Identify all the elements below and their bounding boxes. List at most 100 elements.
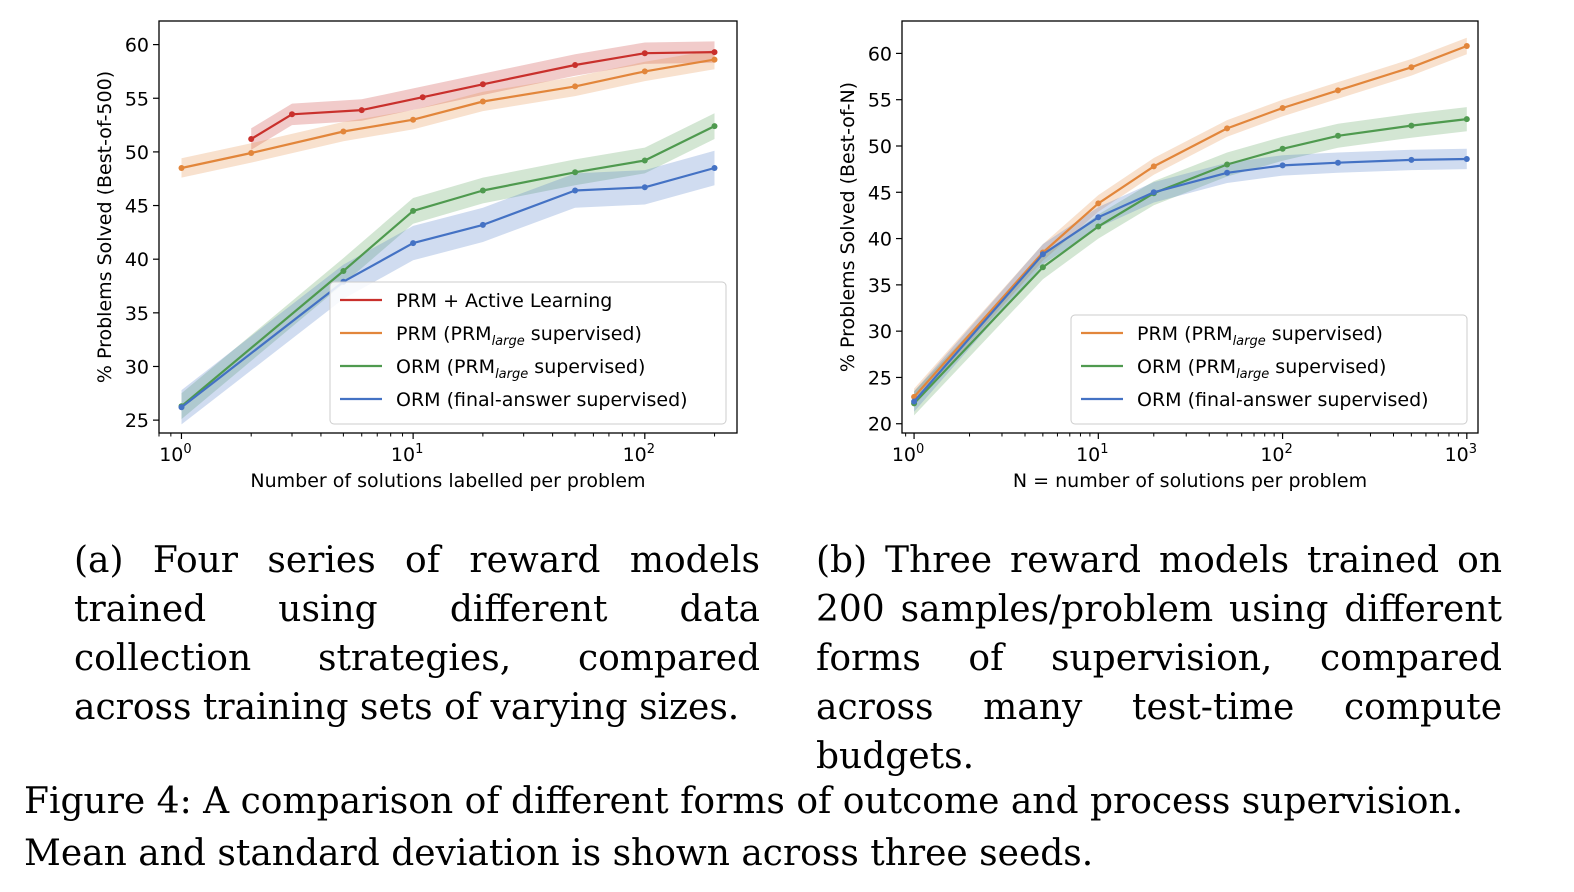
chart-a: 25 30 35 40 45 50 55 60 100 101 102 Number of solut…: [94, 20, 738, 492]
point-prm: [711, 56, 718, 63]
y-tick-label: 25: [125, 410, 149, 432]
point-orm_final: [178, 404, 185, 411]
chart-b: 20 25 30 35 40 45 50 55 60 100 101 102 103 N = number…: [837, 20, 1479, 492]
y-tick-label: 55: [125, 88, 149, 110]
y-tick-label: 45: [868, 182, 892, 204]
point-orm_final: [1224, 169, 1231, 176]
point-orm_final: [1408, 156, 1415, 163]
point-orm_final: [1039, 251, 1046, 258]
point-prm: [1150, 163, 1157, 170]
band-orm_prm: [914, 107, 1467, 416]
y-tick-label: 30: [868, 321, 892, 343]
y-tick-label: 30: [125, 356, 149, 378]
point-prm_active: [572, 62, 579, 68]
point-orm_final: [572, 187, 579, 194]
band-orm_prm: [181, 113, 715, 420]
y-tick-label: 40: [125, 249, 149, 271]
point-orm_prm: [340, 268, 347, 274]
x-tick-label: 103: [1445, 442, 1477, 466]
y-tick-label: 35: [868, 275, 892, 297]
legend-box: [329, 281, 727, 425]
point-orm_prm: [1095, 223, 1102, 230]
point-orm_final: [1463, 156, 1470, 162]
point-prm: [248, 150, 255, 156]
point-orm_prm: [641, 157, 648, 164]
point-orm_prm: [1039, 264, 1046, 271]
point-prm_active: [248, 136, 255, 142]
point-prm_active: [479, 81, 486, 88]
y-tick-label: 55: [868, 90, 892, 112]
caption-b: (b) Three reward models trained on 200 s…: [816, 540, 1502, 777]
y-axis-label: % Problems Solved (Best-of-N): [837, 82, 859, 372]
point-orm_prm: [572, 169, 579, 176]
legend-label-prm: PRM (PRMlarge supervised): [396, 323, 642, 349]
band-prm: [914, 37, 1467, 406]
figure: 25 30 35 40 45 50 55 60 100 101 102 Number of solut…: [94, 20, 1479, 492]
point-orm_final: [1279, 162, 1286, 169]
legend-label-orm_final: ORM (final-answer supervised): [1137, 389, 1429, 411]
point-prm: [1335, 87, 1341, 94]
point-prm: [479, 98, 486, 105]
point-prm_active: [641, 50, 648, 57]
point-prm_active: [711, 49, 718, 56]
y-tick-label: 45: [125, 196, 149, 218]
legend-label-orm_prm: ORM (PRMlarge supervised): [1137, 356, 1386, 382]
point-orm_prm: [1408, 122, 1415, 129]
y-tick-label: 50: [125, 142, 149, 164]
point-orm_final: [410, 240, 417, 247]
y-axis-label: % Problems Solved (Best-of-500): [94, 71, 116, 383]
point-orm_final: [479, 221, 486, 228]
point-prm_active: [419, 94, 426, 101]
point-prm: [178, 165, 185, 171]
legend-label-prm: PRM (PRMlarge supervised): [1137, 323, 1383, 349]
point-orm_final: [911, 398, 918, 405]
point-orm_final: [1335, 159, 1341, 166]
y-tick-label: 60: [125, 35, 149, 57]
point-prm: [1224, 125, 1231, 132]
legend-label-orm_prm: ORM (PRMlarge supervised): [396, 356, 645, 382]
figure-caption: Figure 4: A comparison of different form…: [24, 781, 1464, 874]
y-tick-label: 60: [868, 43, 892, 65]
point-orm_prm: [711, 123, 718, 130]
legend-label-prm_active: PRM + Active Learning: [396, 290, 612, 312]
band-prm: [181, 50, 715, 178]
point-orm_prm: [1279, 145, 1286, 152]
band-prm_active: [251, 41, 715, 150]
band-orm_final: [914, 148, 1467, 412]
x-tick-label: 100: [159, 442, 191, 466]
line-prm: [181, 58, 715, 170]
y-tick-label: 40: [868, 229, 892, 251]
plot-frame: [901, 20, 1479, 434]
x-tick-label: 102: [1260, 442, 1292, 466]
point-orm_final: [641, 184, 648, 191]
point-prm_active: [289, 111, 295, 118]
point-prm_active: [358, 107, 365, 114]
point-orm_prm: [479, 187, 486, 194]
x-tick-label: 101: [391, 442, 423, 466]
point-prm: [1279, 105, 1286, 111]
point-orm_final: [1150, 189, 1157, 196]
legend-label-orm_final: ORM (final-answer supervised): [396, 389, 688, 411]
point-orm_prm: [1463, 116, 1470, 123]
y-tick-label: 25: [868, 367, 892, 389]
x-tick-label: 100: [892, 442, 924, 466]
point-prm: [1408, 64, 1415, 71]
x-axis-label: Number of solutions labelled per problem: [250, 470, 645, 492]
line-prm_active: [250, 51, 715, 140]
point-prm: [410, 116, 417, 123]
point-prm: [1095, 200, 1102, 207]
point-orm_final: [711, 165, 718, 171]
legend-box: [1070, 314, 1468, 425]
plot-frame: [158, 20, 738, 434]
point-prm: [1463, 43, 1470, 49]
band-orm_final: [181, 150, 715, 425]
point-orm_prm: [1335, 132, 1341, 139]
point-orm_prm: [410, 207, 417, 214]
y-tick-label: 50: [868, 136, 892, 158]
x-axis-label: N = number of solutions per problem: [1013, 470, 1367, 492]
point-prm: [641, 68, 648, 75]
point-orm_prm: [1224, 161, 1231, 168]
x-tick-label: 102: [623, 442, 655, 466]
caption-a: (a) Four series of reward models trained…: [74, 540, 760, 728]
y-tick-label: 20: [868, 414, 892, 436]
